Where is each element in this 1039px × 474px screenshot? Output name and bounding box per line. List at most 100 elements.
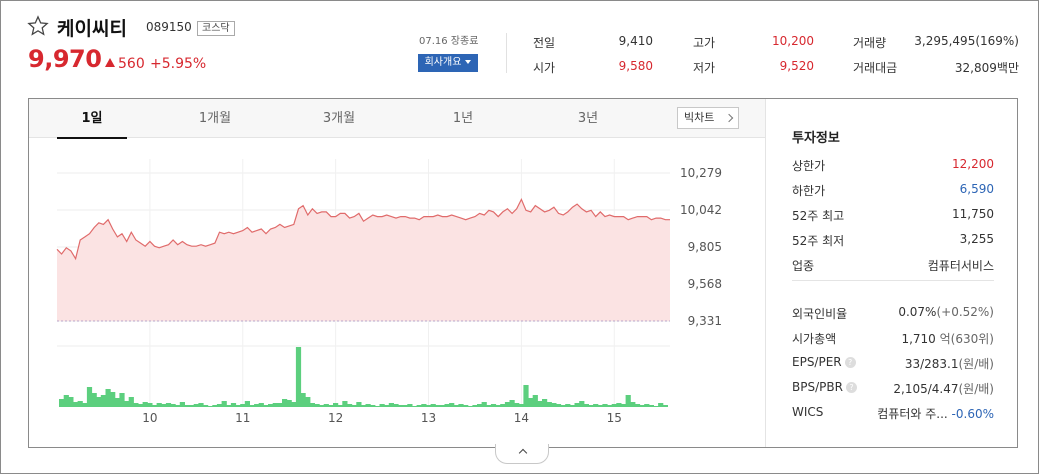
volume-bar — [351, 405, 357, 407]
volume-bar — [634, 404, 641, 407]
lower-limit-label: 하한가 — [792, 184, 826, 198]
wics-sector[interactable]: 컴퓨터와 주... — [877, 407, 948, 421]
volume-bar — [68, 397, 74, 407]
volume-bar — [138, 404, 144, 407]
volume-bar — [189, 405, 195, 407]
volume-bar — [607, 405, 613, 407]
sector-value[interactable]: 컴퓨터서비스 — [927, 259, 994, 273]
market-close-time: 07.16 장종료 — [419, 36, 479, 47]
volume-bar — [407, 404, 413, 407]
volume-bar — [323, 404, 329, 407]
volume-bar — [240, 404, 246, 407]
open-label: 시가 — [533, 61, 556, 75]
volume-bar — [309, 403, 315, 407]
volume-bar — [588, 405, 594, 407]
volume-bar — [179, 402, 185, 407]
wics-label: WICS — [792, 405, 824, 419]
volume-bar — [639, 405, 645, 407]
volume-bar — [291, 402, 297, 407]
invest-info-title: 투자정보 — [792, 131, 840, 146]
volume-bar — [203, 405, 209, 407]
eps-per-unit: (원/배) — [958, 357, 995, 371]
foreign-ratio-label: 외국인비율 — [792, 307, 848, 321]
caret-down-icon — [465, 60, 472, 64]
help-icon[interactable]: ? — [844, 357, 856, 368]
wics-row: WICS 컴퓨터와 주... -0.60% — [792, 405, 994, 423]
volume-bar — [319, 405, 325, 407]
volume-bar — [207, 406, 213, 407]
chevron-up-icon — [518, 448, 528, 458]
volume-bar — [593, 404, 599, 407]
tab-3month[interactable]: 3개월 — [322, 111, 356, 126]
prev-close-label: 전일 — [533, 36, 556, 50]
company-overview-button[interactable]: 회사개요 — [418, 54, 478, 72]
foreign-ratio-value: 0.07% — [898, 305, 937, 319]
volume-bar — [398, 405, 404, 407]
volume-bar — [59, 399, 65, 407]
volume-bar — [249, 405, 255, 407]
volume-bar — [542, 399, 548, 407]
volume-bar — [333, 403, 339, 407]
volume-bar — [235, 405, 241, 407]
volume-bar — [425, 405, 432, 407]
volume-bar — [537, 401, 543, 407]
eps-per-value: 33/283.1 — [904, 357, 959, 371]
tab-3year[interactable]: 3년 — [577, 111, 599, 126]
help-icon[interactable]: ? — [845, 382, 857, 393]
volume-value: 3,295,495(169%) — [914, 34, 1019, 48]
volume-bar — [91, 393, 97, 407]
volume-bar — [528, 398, 534, 407]
y-tick-labels: 10,279 10,042 9,805 9,568 9,331 — [680, 166, 722, 328]
collapse-toggle-button[interactable] — [495, 444, 549, 464]
volume-bars — [59, 347, 668, 407]
volume-bar — [216, 404, 223, 407]
tab-1month[interactable]: 1개월 — [198, 111, 232, 126]
volume-bar — [583, 404, 589, 407]
y-tick-label: 9,331 — [688, 314, 722, 328]
volume-bar — [374, 406, 380, 407]
x-tick-label: 11 — [235, 411, 250, 425]
volume-bar — [416, 405, 422, 407]
volume-bar — [402, 405, 408, 407]
volume-bar — [175, 405, 181, 407]
tab-1day[interactable]: 1일 — [57, 99, 127, 139]
bps-pbr-label-wrap: BPS/PBR? — [792, 380, 857, 394]
volume-label: 거래량 — [853, 36, 887, 50]
volume-bar — [254, 404, 260, 407]
volume-bar — [328, 405, 334, 407]
volume-bar — [263, 405, 269, 407]
volume-bar — [658, 403, 664, 407]
volume-bar — [268, 404, 274, 407]
volume-bar — [96, 397, 102, 407]
bps-pbr: 2,105/4.47(원/배) — [893, 380, 994, 397]
volume-bar — [458, 404, 464, 407]
trade-amount: 32,809백만 — [906, 59, 1019, 76]
volume-bar — [314, 404, 320, 407]
tab-1year[interactable]: 1년 — [452, 111, 474, 126]
w52-low-row: 52주 최저 3,255 — [792, 232, 994, 250]
x-tick-labels: 10 11 12 13 14 15 — [142, 411, 622, 425]
price-area — [57, 199, 670, 321]
eps-per-row: EPS/PER? 33/283.1(원/배) — [792, 355, 994, 373]
volume-bar — [467, 406, 473, 407]
volume-bar — [421, 404, 427, 407]
volume-bar — [477, 404, 483, 407]
favorite-star-icon[interactable] — [27, 15, 49, 37]
volume-bar — [142, 402, 148, 407]
price-change-value: 560 — [118, 56, 145, 72]
volume-bar — [518, 404, 524, 407]
volume-bar — [119, 393, 125, 407]
volume-bar — [300, 393, 306, 407]
period-tabs: 1일 1개월 3개월 1년 3년 빅차트 — [29, 99, 766, 139]
volume-bar — [463, 405, 469, 407]
volume-bar — [230, 403, 237, 407]
company-overview-label: 회사개요 — [424, 57, 462, 68]
upper-limit-row: 상한가 12,200 — [792, 157, 994, 175]
volume-bar — [523, 385, 529, 407]
volume-bar — [500, 404, 506, 407]
market-cap-label: 시가총액 — [792, 332, 837, 346]
volume-bar — [653, 406, 659, 407]
price-change-percent: +5.95% — [150, 56, 207, 72]
big-chart-button[interactable]: 빅차트 — [677, 107, 739, 129]
volume-bar — [212, 405, 218, 407]
